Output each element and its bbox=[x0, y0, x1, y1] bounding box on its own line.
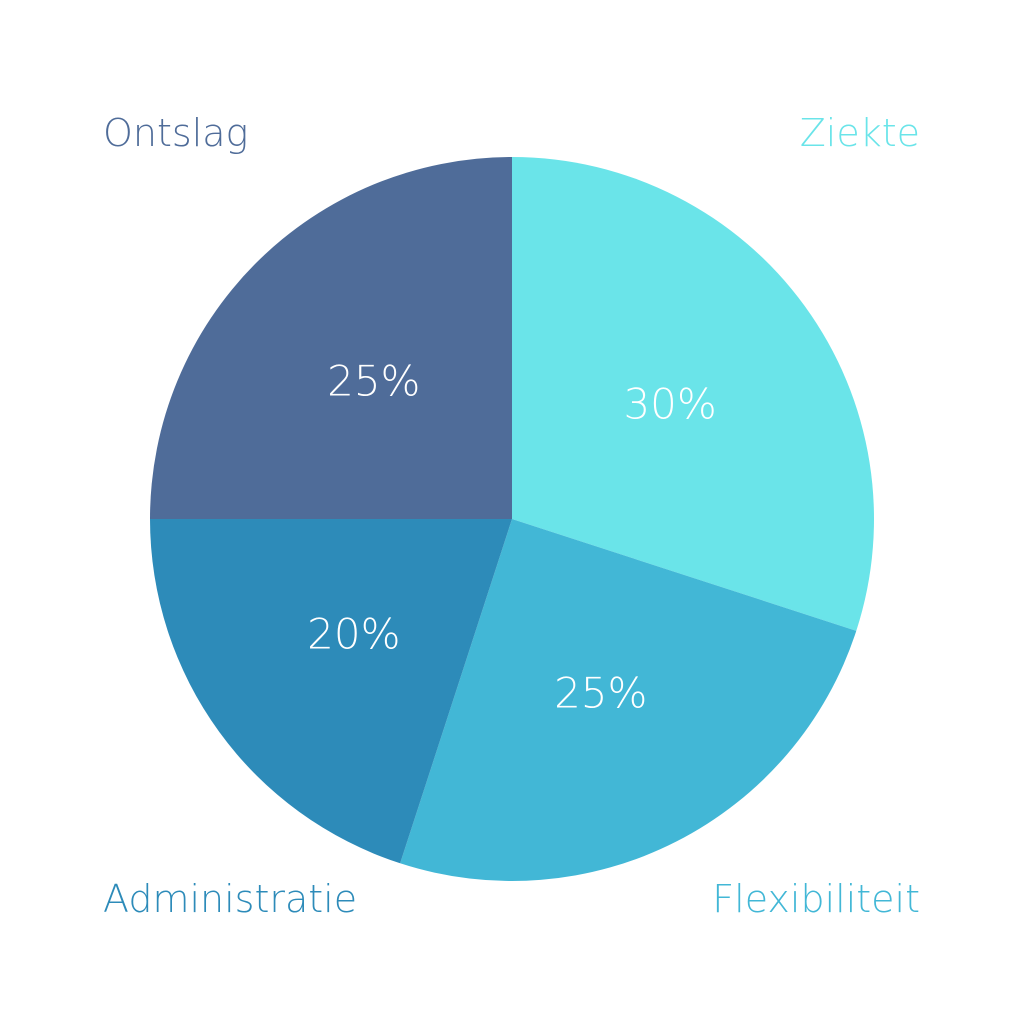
slice-value-label-ziekte: 30% bbox=[623, 380, 716, 429]
slice-value-label-ontslag: 25% bbox=[327, 356, 420, 405]
category-label-flexibiliteit: Flexibiliteit bbox=[712, 877, 920, 921]
slice-value-label-flexibiliteit: 25% bbox=[554, 669, 647, 718]
pie-slice-administratie bbox=[150, 519, 512, 864]
category-label-ontslag: Ontslag bbox=[103, 111, 249, 155]
slice-value-label-administratie: 20% bbox=[307, 609, 400, 658]
pie-slice-ziekte bbox=[512, 157, 874, 631]
category-label-administratie: Administratie bbox=[103, 877, 358, 921]
category-label-ziekte: Ziekte bbox=[799, 111, 920, 155]
pie-slice-flexibiliteit bbox=[400, 519, 857, 882]
pie-slice-ontslag bbox=[150, 157, 512, 519]
